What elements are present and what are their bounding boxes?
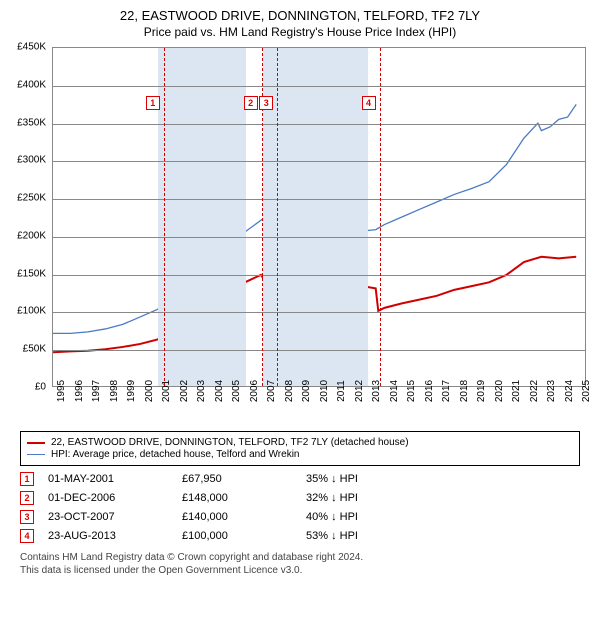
y-gridline: [53, 124, 585, 125]
shade-band: [316, 48, 334, 386]
transaction-date: 23-OCT-2007: [48, 511, 168, 523]
y-gridline: [53, 312, 585, 313]
shade-band: [193, 48, 211, 386]
shade-band: [298, 48, 316, 386]
transaction-row: 1 01-MAY-2001 £67,950 35% ↓ HPI: [20, 472, 580, 486]
transactions-table: 1 01-MAY-2001 £67,950 35% ↓ HPI 2 01-DEC-2006…: [20, 472, 580, 543]
y-tick-label: £300K: [17, 155, 46, 166]
legend-row: 22, EASTWOOD DRIVE, DONNINGTON, TELFORD,…: [27, 437, 573, 448]
shade-band: [211, 48, 229, 386]
y-tick-label: £400K: [17, 79, 46, 90]
legend-label: 22, EASTWOOD DRIVE, DONNINGTON, TELFORD,…: [51, 437, 409, 448]
transaction-marker: 2: [20, 491, 34, 505]
transaction-date: 01-MAY-2001: [48, 473, 168, 485]
transaction-row: 2 01-DEC-2006 £148,000 32% ↓ HPI: [20, 491, 580, 505]
y-axis-labels: £0£50K£100K£150K£200K£250K£300K£350K£400…: [10, 47, 50, 387]
y-tick-label: £450K: [17, 42, 46, 53]
footer: Contains HM Land Registry data © Crown c…: [20, 551, 580, 577]
legend-swatch: [27, 454, 45, 455]
event-marker: 1: [146, 96, 160, 110]
shade-band: [333, 48, 351, 386]
y-tick-label: £100K: [17, 306, 46, 317]
x-axis-labels: 1995199619971998199920002001200220032004…: [52, 389, 586, 423]
title-block: 22, EASTWOOD DRIVE, DONNINGTON, TELFORD,…: [8, 8, 592, 39]
transaction-pct: 53% ↓ HPI: [306, 530, 446, 542]
event-marker: 2: [244, 96, 258, 110]
transaction-marker: 3: [20, 510, 34, 524]
title-line-2: Price paid vs. HM Land Registry's House …: [8, 25, 592, 39]
x-tick-label: 2025: [581, 380, 600, 402]
transaction-price: £100,000: [182, 530, 292, 542]
legend-label: HPI: Average price, detached house, Telf…: [51, 449, 300, 460]
event-vline: [164, 48, 165, 386]
transaction-row: 4 23-AUG-2013 £100,000 53% ↓ HPI: [20, 529, 580, 543]
event-vline: [277, 48, 278, 386]
event-marker: 3: [259, 96, 273, 110]
y-gridline: [53, 237, 585, 238]
shade-band: [176, 48, 194, 386]
y-tick-label: £50K: [23, 344, 46, 355]
legend-swatch: [27, 442, 45, 444]
transaction-date: 23-AUG-2013: [48, 530, 168, 542]
transaction-price: £140,000: [182, 511, 292, 523]
transaction-marker: 4: [20, 529, 34, 543]
transaction-date: 01-DEC-2006: [48, 492, 168, 504]
y-tick-label: £200K: [17, 230, 46, 241]
transaction-pct: 32% ↓ HPI: [306, 492, 446, 504]
shade-band: [281, 48, 299, 386]
footer-line-2: This data is licensed under the Open Gov…: [20, 564, 580, 577]
y-tick-label: £150K: [17, 268, 46, 279]
transaction-row: 3 23-OCT-2007 £140,000 40% ↓ HPI: [20, 510, 580, 524]
event-vline: [380, 48, 381, 386]
footer-line-1: Contains HM Land Registry data © Crown c…: [20, 551, 580, 564]
shade-band: [158, 48, 176, 386]
legend: 22, EASTWOOD DRIVE, DONNINGTON, TELFORD,…: [20, 431, 580, 466]
transaction-marker: 1: [20, 472, 34, 486]
chart: £0 £50K £100K £150K £200K £250K £300K £350K £400…: [10, 43, 590, 423]
y-gridline: [53, 199, 585, 200]
y-gridline: [53, 350, 585, 351]
transaction-price: £67,950: [182, 473, 292, 485]
y-gridline: [53, 275, 585, 276]
y-tick-label: £0: [35, 382, 46, 393]
transaction-price: £148,000: [182, 492, 292, 504]
title-line-1: 22, EASTWOOD DRIVE, DONNINGTON, TELFORD,…: [8, 8, 592, 23]
transaction-pct: 35% ↓ HPI: [306, 473, 446, 485]
plot-area: 1 23 4: [52, 47, 586, 387]
event-marker: 4: [362, 96, 376, 110]
y-gridline: [53, 86, 585, 87]
y-tick-label: £250K: [17, 193, 46, 204]
legend-row: HPI: Average price, detached house, Telf…: [27, 449, 573, 460]
transaction-pct: 40% ↓ HPI: [306, 511, 446, 523]
y-gridline: [53, 161, 585, 162]
y-tick-label: £350K: [17, 117, 46, 128]
